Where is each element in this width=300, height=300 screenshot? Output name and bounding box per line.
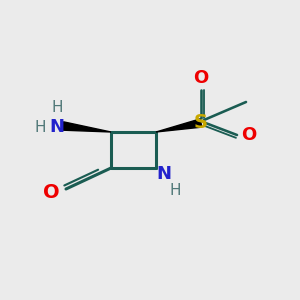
Text: N: N [156,165,171,183]
Polygon shape [62,122,111,132]
Text: S: S [194,113,208,133]
Text: O: O [241,126,256,144]
Text: N: N [50,118,64,136]
Text: H: H [51,100,63,116]
Text: H: H [35,120,46,135]
Text: H: H [170,183,181,198]
Polygon shape [156,119,202,132]
Text: O: O [194,69,208,87]
Text: O: O [43,182,60,202]
